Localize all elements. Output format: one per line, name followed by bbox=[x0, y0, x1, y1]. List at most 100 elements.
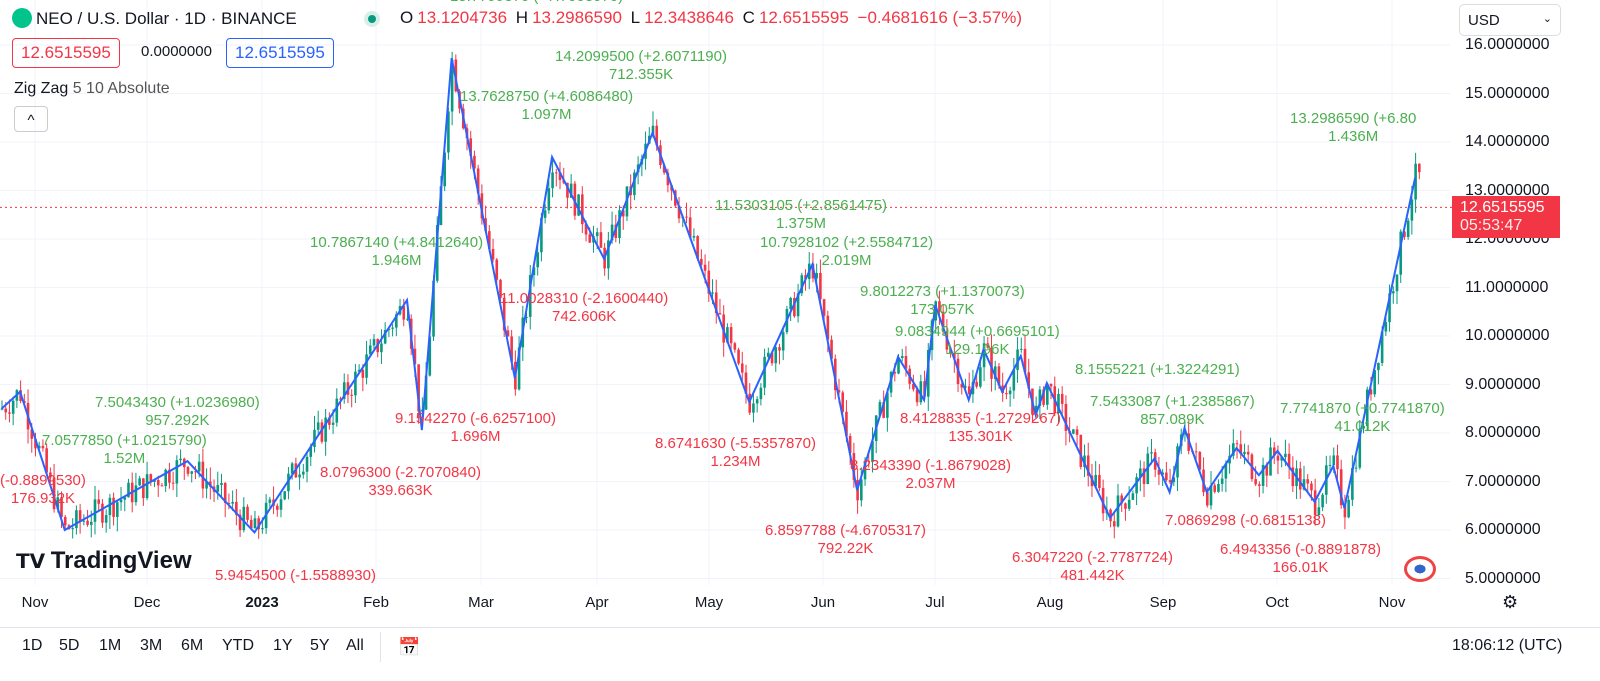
currency-select[interactable]: USD ⌄ bbox=[1459, 4, 1561, 36]
pivot-price-change: 7.0869298 (-0.6815138) bbox=[1165, 512, 1326, 529]
range-button-1y[interactable]: 1Y bbox=[273, 637, 293, 654]
candle-body bbox=[413, 348, 417, 365]
candle-body bbox=[1127, 499, 1131, 509]
candle-body bbox=[793, 298, 796, 317]
pivot-price-change: 13.7628750 (+4.6086480) bbox=[460, 88, 634, 105]
range-button-5y[interactable]: 5Y bbox=[310, 637, 330, 654]
zigzag-pivot-label: 7.0869298 (-0.6815138) bbox=[1165, 512, 1326, 530]
candle-body bbox=[194, 471, 197, 473]
candle-body bbox=[1358, 428, 1362, 468]
pivot-price-change: 7.0577850 (+1.0215790) bbox=[42, 432, 207, 449]
candle-body bbox=[1205, 492, 1209, 506]
candle-body bbox=[164, 469, 167, 487]
candle-body bbox=[1261, 464, 1265, 486]
candle-body bbox=[1072, 429, 1075, 434]
candle-body bbox=[197, 461, 201, 472]
pivot-price-change: 7.5433087 (+1.2385867) bbox=[1090, 393, 1255, 410]
time-axis-tick: Mar bbox=[468, 594, 494, 611]
candle-body bbox=[4, 408, 8, 413]
candle-body bbox=[886, 392, 889, 418]
candle-body bbox=[1075, 429, 1079, 435]
candle-body bbox=[473, 155, 476, 169]
candle-body bbox=[1034, 405, 1038, 415]
pivot-volume: 166.01K bbox=[1272, 559, 1329, 576]
time-axis-tick: Nov bbox=[21, 594, 49, 611]
candle-body bbox=[11, 400, 15, 414]
candle-body bbox=[852, 453, 856, 480]
symbol-title[interactable]: NEO / U.S. Dollar · 1D · BINANCE bbox=[12, 8, 297, 29]
price-axis-tick: 5.0000000 bbox=[1465, 569, 1541, 587]
settings-gear-icon[interactable]: ⚙ bbox=[1502, 592, 1519, 612]
candle-body bbox=[528, 275, 532, 317]
candle-body bbox=[841, 392, 845, 412]
candle-body bbox=[283, 491, 287, 500]
candle-body bbox=[737, 349, 740, 364]
ohlc-values: O 13.1204736 H 13.2986590 L 12.3438646 C 12.… bbox=[400, 8, 1022, 27]
pivot-price-change: 15.7799370 (+7.7003070) bbox=[450, 0, 623, 6]
sell-price-button[interactable]: 12.6515595 bbox=[12, 38, 120, 68]
range-button-5d[interactable]: 5D bbox=[59, 637, 80, 654]
range-button-1d[interactable]: 1D bbox=[22, 637, 43, 654]
candle-body bbox=[800, 275, 804, 294]
candle-body bbox=[60, 497, 63, 517]
candle-body bbox=[469, 138, 473, 156]
zigzag-pivot-label: 15.7799370 (+7.7003070) bbox=[450, 0, 623, 6]
zigzag-pivot-label: 8.1555221 (+1.3224291) bbox=[1075, 361, 1240, 379]
candle-body bbox=[919, 381, 923, 403]
candle-body bbox=[688, 217, 692, 238]
pivot-volume: 1.097M bbox=[521, 106, 572, 123]
candle-body bbox=[982, 343, 986, 368]
indicator-legend[interactable]: Zig Zag 5 10 Absolute bbox=[14, 80, 170, 97]
candle-body bbox=[168, 469, 171, 483]
candle-body bbox=[1258, 484, 1261, 486]
candle-body bbox=[231, 501, 234, 504]
range-button-3m[interactable]: 3M bbox=[140, 637, 163, 654]
candle-body bbox=[78, 510, 82, 522]
range-button-all[interactable]: All bbox=[346, 637, 364, 654]
candle-body bbox=[506, 330, 510, 337]
candle-body bbox=[37, 445, 41, 449]
candle-body bbox=[406, 318, 409, 320]
candle-body bbox=[350, 394, 353, 396]
candle-body bbox=[986, 343, 990, 348]
candle-body bbox=[778, 347, 781, 351]
pivot-volume: 857.089K bbox=[1140, 411, 1205, 428]
tradingview-logo[interactable]: 𝗧𝗩 TradingView bbox=[16, 547, 192, 574]
candle-body bbox=[1403, 231, 1406, 237]
candle-body bbox=[1362, 426, 1365, 429]
candle-body bbox=[1220, 478, 1224, 484]
candle-body bbox=[439, 186, 443, 226]
candle-body bbox=[1135, 477, 1138, 494]
range-button-6m[interactable]: 6M bbox=[181, 637, 204, 654]
time-axis-tick: 2023 bbox=[245, 594, 279, 611]
candle-body bbox=[979, 367, 982, 387]
candle-body bbox=[153, 479, 156, 482]
candle-body bbox=[1328, 465, 1332, 467]
buy-price-button[interactable]: 12.6515595 bbox=[226, 38, 334, 68]
candle-body bbox=[1008, 390, 1012, 395]
candle-body bbox=[45, 448, 48, 473]
candle-body bbox=[1213, 485, 1217, 492]
candle-body bbox=[848, 436, 852, 454]
candle-body bbox=[257, 518, 260, 530]
range-button-ytd[interactable]: YTD bbox=[222, 637, 254, 654]
candle-body bbox=[1265, 464, 1269, 476]
candle-body bbox=[138, 478, 141, 486]
range-button-1m[interactable]: 1M bbox=[99, 637, 122, 654]
candle-body bbox=[1239, 444, 1243, 455]
market-status-icon[interactable] bbox=[364, 11, 380, 27]
go-to-date-calendar-icon[interactable]: 📅 bbox=[398, 637, 421, 657]
utc-clock[interactable]: 18:06:12 (UTC) bbox=[1452, 637, 1563, 654]
collapse-legend-button[interactable]: ^ bbox=[14, 106, 48, 132]
candle-body bbox=[763, 356, 766, 388]
candle-body bbox=[1384, 322, 1388, 332]
candle-body bbox=[119, 499, 123, 503]
candle-body bbox=[1012, 369, 1016, 391]
candle-body bbox=[893, 372, 897, 374]
zigzag-pivot-label: 6.4943356 (-0.8891878) 166.01K bbox=[1220, 541, 1381, 577]
candle-body bbox=[1235, 443, 1239, 445]
candle-body bbox=[246, 506, 249, 520]
candle-body bbox=[201, 461, 205, 489]
candle-body bbox=[1306, 479, 1310, 484]
